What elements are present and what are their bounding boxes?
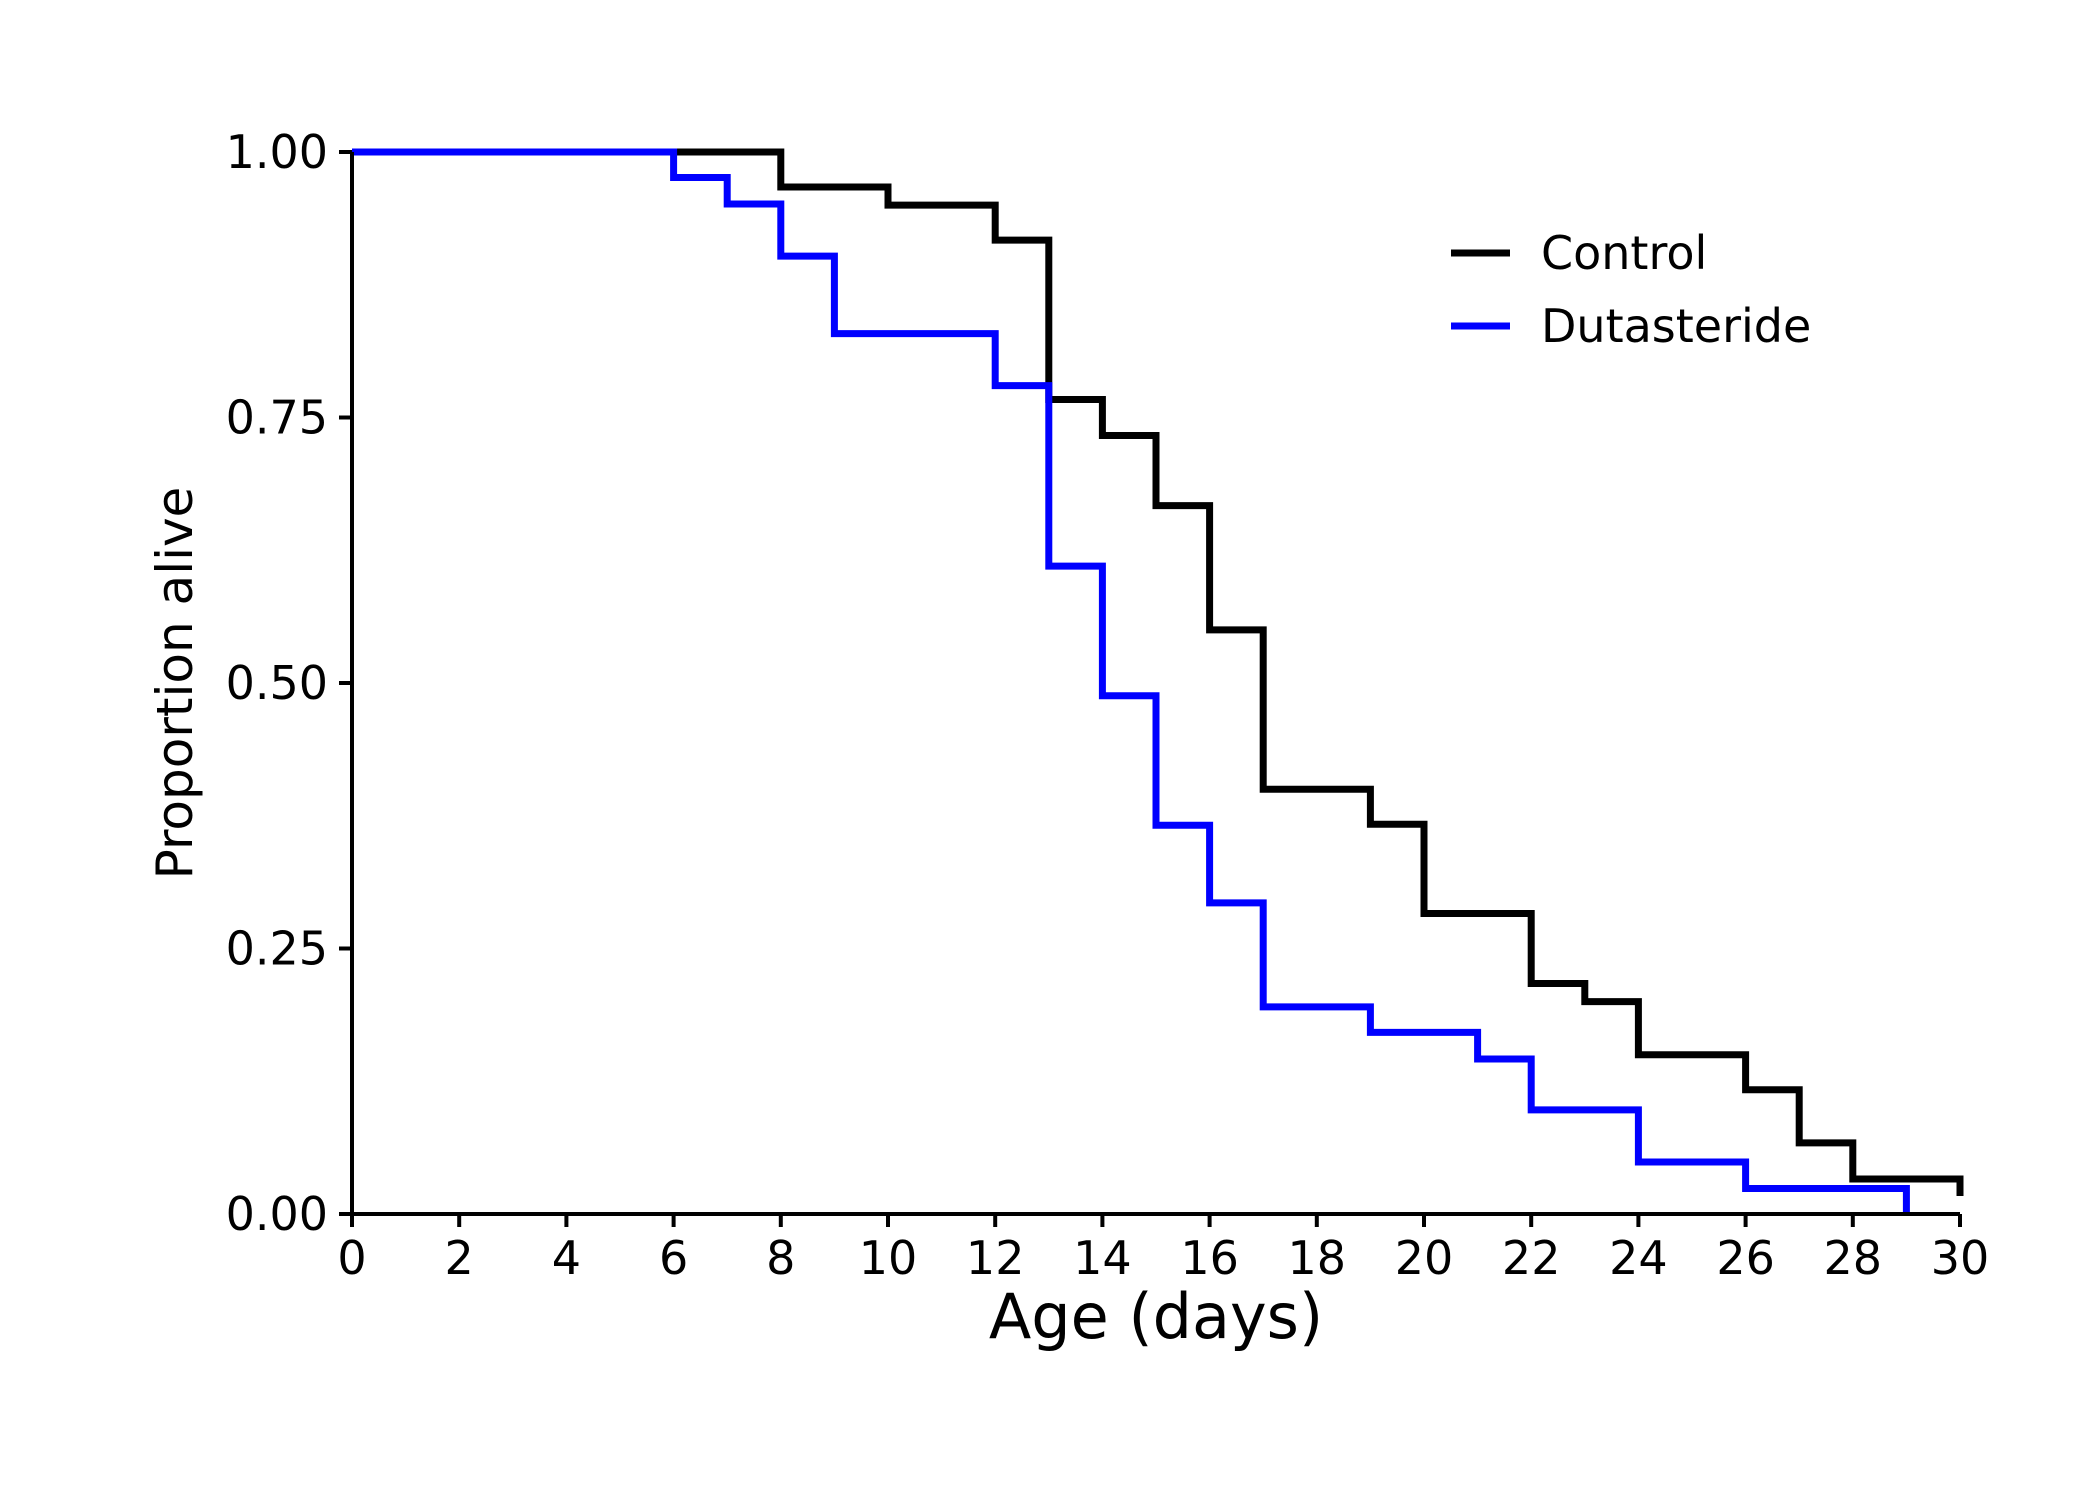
legend-label-dutasteride: Dutasteride: [1541, 299, 1811, 353]
x-axis-label: Age (days): [989, 1280, 1323, 1353]
series-line-control: [352, 148, 1964, 1196]
x-tick-label: 10: [859, 1231, 918, 1285]
x-tick-label: 18: [1288, 1231, 1347, 1285]
y-tick-label: 0.50: [226, 656, 328, 710]
x-tick-label: 26: [1716, 1231, 1775, 1285]
x-tick-label: 20: [1395, 1231, 1454, 1285]
y-tick-label: 0.75: [226, 391, 328, 445]
x-tick-label: 4: [552, 1231, 581, 1285]
x-tick-label: 2: [445, 1231, 474, 1285]
x-tick-label: 14: [1073, 1231, 1132, 1285]
x-tick-label: 12: [966, 1231, 1025, 1285]
legend-label-control: Control: [1541, 226, 1707, 280]
x-tick-label: 28: [1824, 1231, 1883, 1285]
y-tick-label: 1.00: [226, 125, 328, 179]
ticks-layer: 0 2 4 6 8 10 12 14 16 18 20 22 24 26 28 300.000.250.500…: [226, 125, 1990, 1285]
x-tick-label: 0: [337, 1231, 366, 1285]
y-axis-label: Proportion alive: [146, 487, 204, 880]
x-tick-label: 24: [1609, 1231, 1668, 1285]
legend: Control Dutasteride: [1451, 226, 1811, 353]
x-tick-label: 6: [659, 1231, 688, 1285]
x-tick-label: 30: [1931, 1231, 1990, 1285]
series-layer: [352, 148, 1964, 1214]
x-tick-label: 22: [1502, 1231, 1561, 1285]
x-tick-label: 16: [1180, 1231, 1239, 1285]
x-tick-label: 8: [766, 1231, 795, 1285]
y-tick-label: 0.25: [226, 922, 328, 976]
series-line-dutasteride: [352, 148, 1910, 1214]
y-tick-label: 0.00: [226, 1187, 328, 1241]
